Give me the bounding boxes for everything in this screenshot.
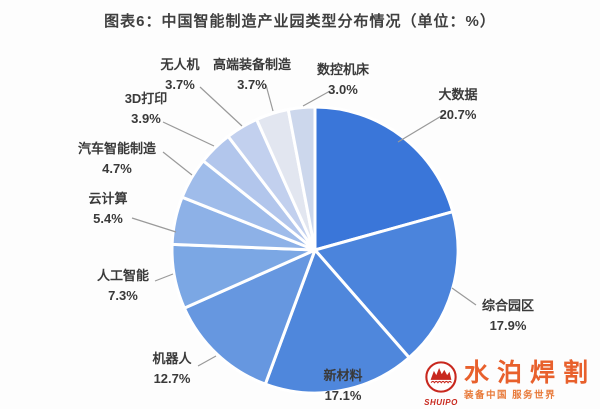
leader-line — [265, 84, 274, 112]
pie-label-pct: 3.9% — [131, 111, 161, 126]
leader-line — [162, 121, 215, 147]
pie-label-comprehensive-park: 综合园区 17.9% — [448, 296, 568, 336]
brand-text: 水泊焊割 — [463, 359, 596, 387]
pie-label-pct: 3.7% — [165, 77, 195, 92]
pie-slice — [313, 210, 460, 360]
leader-line — [397, 114, 444, 143]
leader-line — [131, 217, 177, 233]
pie-label-3d-printing: 3D打印 3.9% — [96, 89, 196, 129]
leader-line — [451, 287, 477, 306]
pie-label-drones: 无人机 3.7% — [130, 55, 230, 95]
leader-line — [302, 90, 331, 107]
slogan-text: 装备中国 服务世界 — [463, 390, 557, 401]
pie-label-pct: 20.7% — [439, 107, 477, 122]
pie-label-text: 无人机 — [160, 57, 200, 72]
pie-label-pct: 5.4% — [93, 211, 123, 226]
pie-label-new-materials: 新材料 17.1% — [293, 366, 393, 406]
pie-label-ai: 人工智能 7.3% — [63, 266, 183, 306]
pie-label-robots: 机器人 12.7% — [122, 349, 222, 389]
pie-label-pct: 17.9% — [489, 318, 527, 333]
shuipo-logo: SHUIPO — [422, 360, 460, 407]
mountain-logo-icon — [425, 361, 457, 393]
pie-label-pct: 17.1% — [324, 388, 362, 403]
pie-label-pct: 3.0% — [328, 82, 358, 97]
pie-label-pct: 7.3% — [108, 288, 138, 303]
pie-label-pct: 12.7% — [153, 371, 191, 386]
pie-slice — [182, 248, 317, 386]
chart-title: 图表6：中国智能制造产业园类型分布情况（单位：%） — [104, 13, 496, 30]
leader-line — [154, 273, 174, 282]
pie-label-big-data: 大数据 20.7% — [408, 85, 508, 125]
pie-label-text: 高端装备制造 — [212, 57, 291, 72]
pie-label-text: 数控机床 — [316, 62, 369, 77]
pie-label-cnc-machine: 数控机床 3.0% — [293, 60, 393, 100]
pie-label-high-end-equipment: 高端装备制造 3.7% — [192, 55, 312, 95]
pie-slice — [263, 248, 411, 395]
pie-label-text: 机器人 — [152, 351, 192, 366]
pie-label-text: 3D打印 — [124, 91, 168, 106]
pie-label-pct: 3.7% — [237, 77, 267, 92]
watermark: SHUIPO 水泊焊割 装备中国 服务世界 — [422, 360, 596, 407]
pie-label-text: 综合园区 — [481, 298, 534, 313]
leader-line — [199, 86, 243, 127]
pie-label-text: 云计算 — [88, 191, 128, 206]
pie-slice — [313, 105, 455, 252]
leader-line — [197, 355, 217, 367]
pie-label-text: 大数据 — [438, 87, 478, 102]
logo-text: SHUIPO — [424, 398, 458, 407]
pie-slice — [286, 105, 317, 252]
leader-line — [162, 151, 193, 176]
pie-label-text: 汽车智能制造 — [77, 141, 156, 156]
pie-label-text: 新材料 — [323, 368, 363, 383]
pie-label-auto-intelligent-mfg: 汽车智能制造 4.7% — [47, 139, 187, 179]
pie-label-text: 人工智能 — [96, 268, 149, 283]
pie-label-pct: 4.7% — [102, 161, 132, 176]
pie-label-cloud-computing: 云计算 5.4% — [58, 189, 158, 229]
